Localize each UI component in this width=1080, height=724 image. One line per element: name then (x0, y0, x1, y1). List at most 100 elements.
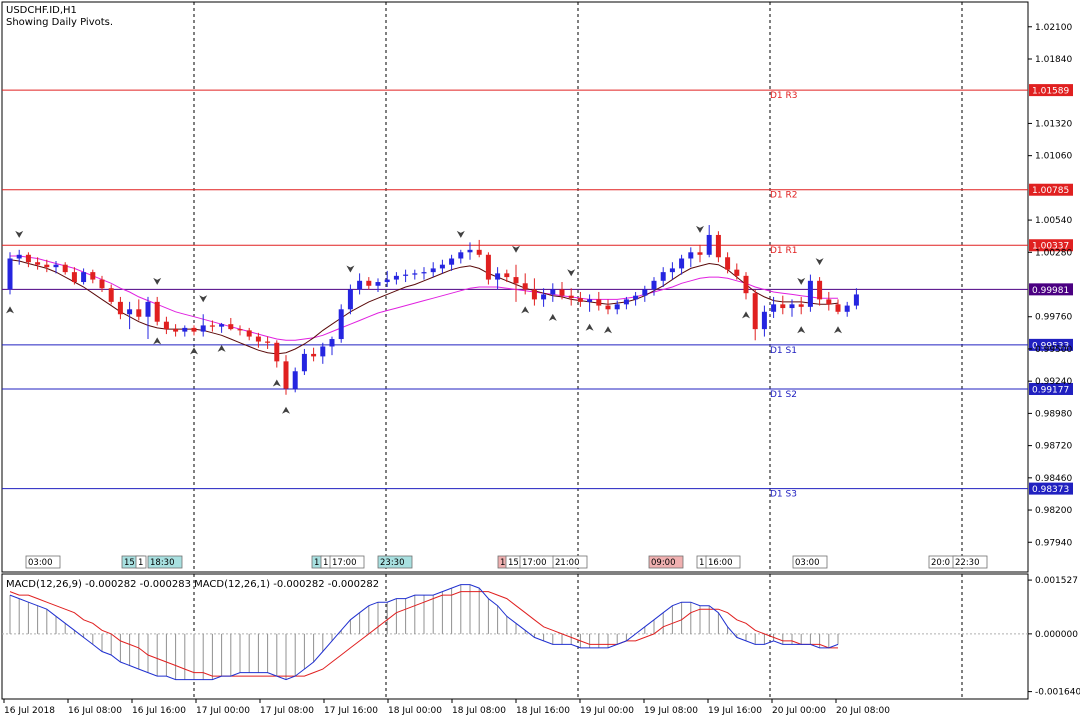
candle-body (449, 258, 455, 265)
session-label-text: 09:00 (651, 558, 676, 568)
candle-body (292, 371, 298, 389)
candle-body (430, 268, 436, 273)
session-label-text: 03:00 (28, 558, 53, 568)
macd-tick-label: 0.001527 (1035, 576, 1078, 586)
candle-body (467, 249, 473, 253)
time-axis: 16 Jul 2018 16 Jul 08:00 16 Jul 16:00 17 Ju… (3, 699, 890, 716)
candle-body (669, 268, 675, 273)
candle-body (651, 280, 657, 290)
fractal-down-marker (190, 347, 198, 355)
session-label-text: 20:0 (931, 558, 950, 568)
candle-body (320, 346, 326, 357)
candle-body (826, 299, 832, 305)
candle-body (44, 264, 50, 268)
pivot-level-price: 0.99533 (1032, 341, 1069, 351)
session-label-box (147, 555, 183, 569)
fractal-up-marker (696, 225, 704, 233)
vertical-gridlines (193, 2, 963, 699)
session-label-text: 21:00 (555, 558, 580, 568)
time-tick-label: 19 Jul 00:00 (580, 706, 634, 716)
time-tick-label: 17 Jul 00:00 (196, 706, 250, 716)
candle-body (596, 299, 602, 306)
candle-body (771, 304, 777, 312)
session-label-text: 15: (508, 558, 522, 568)
session-label-text: 1 (699, 558, 704, 568)
candle-body (458, 252, 464, 259)
candle-body (237, 329, 243, 331)
candle-body (734, 269, 740, 276)
candle-body (393, 275, 399, 280)
session-label-box (377, 555, 413, 569)
candle-body (274, 342, 280, 362)
candle-body (182, 327, 188, 332)
macd-panel-border (1, 573, 1029, 700)
pivot-level-price: 0.99981 (1032, 286, 1069, 296)
pivot-level-price-box (1029, 338, 1073, 351)
candle-body (439, 264, 445, 269)
fractal-down-marker (585, 323, 594, 331)
macd-main-line (9, 584, 839, 681)
candle-body (642, 289, 648, 296)
pivot-level-name: D1 S1 (770, 346, 797, 356)
session-label-text: 23:30 (380, 558, 405, 568)
candle-body (191, 327, 197, 332)
candle-body (853, 294, 859, 306)
candle-body (53, 264, 59, 268)
pivot-level-price-box (1029, 84, 1073, 97)
fractal-up-marker (199, 295, 208, 303)
session-label-text: 17:00 (522, 558, 547, 568)
time-tick-label: 17 Jul 08:00 (260, 706, 314, 716)
time-tick-label: 18 Jul 00:00 (388, 706, 442, 716)
candle-body (219, 324, 225, 327)
candle-body (835, 304, 841, 312)
fractal-up-marker (456, 230, 465, 238)
pivot-level-price-box (1029, 482, 1073, 495)
price-tick-label: 0.98200 (1035, 506, 1072, 516)
candle-body (485, 254, 491, 280)
time-tick-label: 19 Jul 16:00 (708, 706, 762, 716)
session-label-box (329, 555, 365, 569)
candle-body (679, 258, 685, 269)
time-tick-label: 18 Jul 08:00 (452, 706, 506, 716)
fractal-up-marker (815, 258, 824, 266)
candle-body (614, 304, 620, 310)
candlesticks (7, 225, 859, 395)
session-label-text: 1 (314, 558, 319, 568)
price-tick-label: 0.97940 (1035, 538, 1072, 548)
candle-body (513, 277, 519, 284)
candle-body (412, 273, 418, 275)
candle-body (476, 249, 482, 255)
fractal-markers (6, 225, 842, 414)
time-tick-label: 18 Jul 16:00 (516, 706, 570, 716)
candle-body (403, 274, 409, 276)
time-tick-label: 16 Jul 16:00 (132, 706, 186, 716)
session-label-text: 03:00 (795, 558, 820, 568)
fractal-up-marker (797, 277, 806, 285)
candle-body (384, 279, 390, 283)
fractal-down-marker (6, 306, 14, 314)
session-label-box (792, 555, 828, 569)
candle-body (780, 304, 786, 309)
candle-body (366, 280, 372, 286)
fractal-up-marker (512, 245, 520, 253)
candle-body (789, 304, 795, 309)
price-tick-label: 1.02100 (1035, 23, 1072, 33)
candle-body (301, 353, 307, 372)
candle-body (495, 273, 501, 280)
price-panel[interactable] (1, 1, 1029, 573)
candle-body (173, 329, 179, 332)
session-label-text: 22:30 (955, 558, 980, 568)
candle-body (99, 279, 105, 289)
candle-body (347, 289, 353, 310)
pivot-level-name: D1 R3 (770, 91, 798, 101)
candle-body (283, 361, 289, 389)
fractal-down-marker (548, 313, 557, 321)
price-panel-border (1, 1, 1029, 573)
macd-tick-label: 0.000000 (1035, 630, 1078, 640)
macd-indicator (2, 584, 1028, 681)
macd-panel[interactable] (1, 573, 1029, 700)
candle-body (62, 264, 68, 273)
candle-body (209, 325, 215, 327)
